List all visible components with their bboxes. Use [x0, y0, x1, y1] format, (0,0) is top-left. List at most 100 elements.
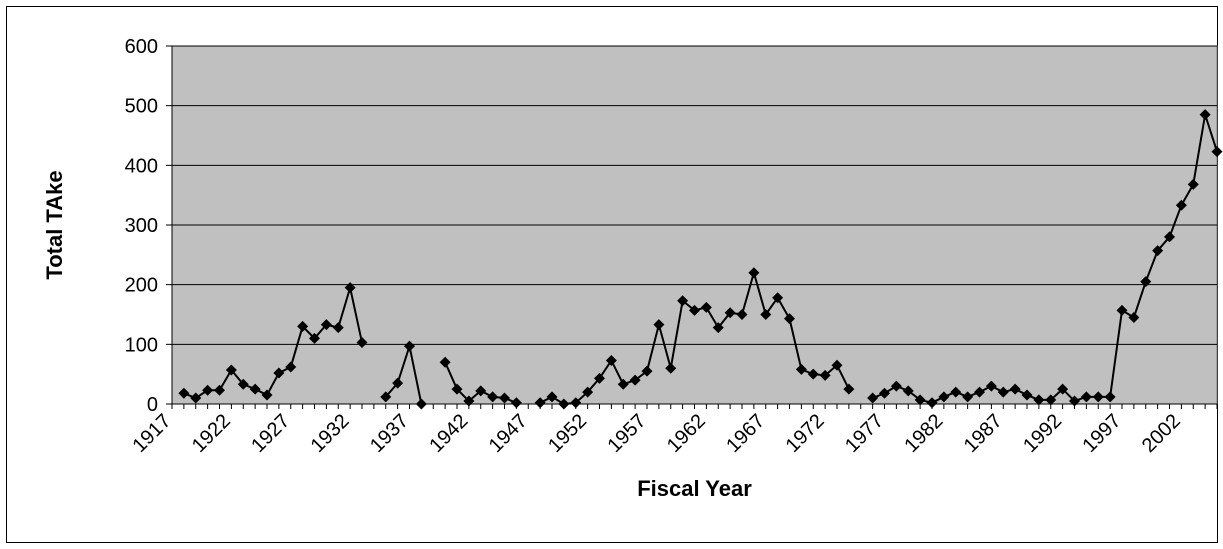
data-point-marker: [475, 385, 487, 397]
data-point-marker: [712, 322, 724, 334]
x-tick-label: 1992: [1019, 410, 1066, 457]
data-point-marker: [843, 383, 855, 395]
data-point-marker: [451, 383, 463, 395]
y-tick-label: 300: [125, 215, 158, 237]
data-point-marker: [178, 387, 190, 399]
gridlines: [172, 45, 1217, 345]
data-point-marker: [332, 322, 344, 334]
data-point-marker: [546, 391, 558, 403]
x-tick-label: 1952: [544, 410, 591, 457]
data-point-marker: [974, 386, 985, 398]
data-point-marker: [1057, 383, 1069, 395]
data-point-marker: [807, 368, 819, 380]
y-tick-label: 500: [125, 96, 158, 118]
data-point-marker: [926, 397, 938, 409]
data-point-marker: [344, 282, 356, 294]
data-point-marker: [1080, 391, 1092, 403]
data-point-marker: [689, 304, 700, 316]
data-point-marker: [867, 392, 879, 404]
data-point-marker: [890, 380, 902, 392]
data-point-marker: [237, 378, 249, 390]
data-point-marker: [297, 320, 309, 332]
x-tick-label: 1962: [663, 410, 710, 457]
data-point-marker: [605, 354, 617, 366]
data-point-marker: [629, 374, 641, 386]
x-tick-label: 1982: [900, 410, 947, 457]
data-point-marker: [1128, 311, 1140, 323]
x-axis-title: Fiscal Year: [637, 476, 752, 501]
y-tick-label: 0: [147, 394, 158, 416]
x-tick-label: 1917: [129, 410, 176, 457]
x-tick-label: 1957: [604, 410, 651, 457]
data-point-marker: [760, 309, 772, 320]
data-point-marker: [1021, 389, 1033, 401]
x-tick-label: 1937: [366, 410, 413, 457]
data-point-marker: [997, 386, 1009, 398]
x-tick-label: 1942: [425, 410, 472, 457]
data-point-marker: [309, 332, 320, 344]
data-point-marker: [902, 385, 914, 397]
x-tick-label: 1932: [307, 410, 354, 457]
data-point-marker: [190, 392, 202, 404]
data-point-marker: [392, 377, 404, 389]
data-point-marker: [249, 383, 261, 395]
x-tick-label: 1997: [1079, 410, 1126, 457]
data-point-marker: [463, 395, 475, 407]
data-point-marker: [914, 394, 926, 406]
data-point-marker: [677, 295, 689, 307]
x-tick-label: 1977: [841, 410, 888, 457]
data-point-marker: [558, 398, 570, 410]
data-point-marker: [1152, 245, 1164, 257]
x-axis-ticks: 1917 1922 1927 1932 1937 1942 1947 1952 1957 1962…: [129, 404, 1218, 457]
data-point-marker: [1187, 178, 1199, 190]
data-point-marker: [736, 309, 748, 320]
data-point-marker: [985, 380, 997, 392]
data-point-marker: [784, 313, 795, 325]
data-point-marker: [962, 391, 974, 403]
data-point-marker: [938, 391, 950, 403]
data-point-marker: [665, 362, 677, 374]
data-point-marker: [1069, 395, 1080, 407]
data-point-marker: [320, 319, 332, 331]
data-point-marker: [214, 384, 225, 396]
data-point-marker: [439, 356, 451, 368]
data-point-marker: [594, 372, 605, 384]
data-point-marker: [795, 363, 807, 375]
x-tick-label: 1922: [188, 410, 235, 457]
data-point-marker: [724, 307, 736, 319]
y-tick-label: 200: [125, 275, 158, 297]
data-point-marker: [499, 392, 510, 404]
y-axis-ticks: 0 100 200 300 400 500 600: [125, 36, 172, 416]
data-point-marker: [617, 378, 629, 390]
data-point-marker: [1092, 391, 1104, 403]
data-point-marker: [273, 367, 285, 379]
series-line: [183, 287, 363, 400]
data-point-marker: [1199, 109, 1211, 121]
data-point-marker: [534, 397, 546, 409]
x-tick-label: 1972: [782, 410, 829, 457]
data-point-marker: [487, 391, 499, 403]
data-point-marker: [641, 365, 653, 377]
data-point-marker: [772, 292, 784, 304]
y-axis-title: Total TAke: [42, 170, 67, 279]
data-point-marker: [380, 391, 392, 403]
data-point-marker: [748, 267, 760, 279]
y-tick-label: 400: [125, 155, 158, 177]
data-point-marker: [261, 389, 273, 401]
y-tick-label: 100: [125, 334, 158, 356]
data-point-marker: [1211, 146, 1223, 158]
x-tick-label: 1987: [960, 410, 1007, 457]
data-point-marker: [1164, 231, 1175, 243]
data-point-marker: [1140, 276, 1152, 288]
x-tick-label: 1947: [485, 410, 532, 457]
data-point-marker: [653, 319, 665, 331]
data-point-marker: [404, 340, 415, 352]
data-point-marker: [1175, 199, 1187, 211]
data-point-marker: [819, 369, 831, 381]
data-point-marker: [1045, 394, 1057, 406]
data-point-marker: [1033, 394, 1045, 406]
data-point-marker: [582, 386, 594, 398]
data-point-marker: [202, 384, 214, 396]
data-point-marker: [415, 398, 427, 410]
x-tick-label: 1967: [722, 410, 769, 457]
